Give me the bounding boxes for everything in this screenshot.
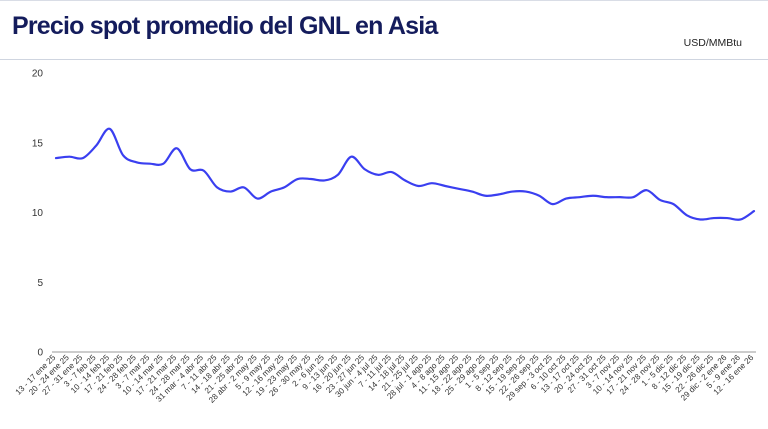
data-point (269, 190, 273, 194)
data-point (698, 217, 702, 221)
data-point (604, 195, 608, 199)
data-point (54, 156, 58, 160)
data-point (175, 146, 179, 150)
data-point (215, 185, 219, 189)
data-point (67, 155, 71, 159)
data-point (725, 216, 729, 220)
data-point (416, 184, 420, 188)
data-point (403, 178, 407, 182)
data-point (430, 181, 434, 185)
data-point (135, 160, 139, 164)
data-point (564, 197, 568, 201)
data-point (443, 184, 447, 188)
y-tick-label: 0 (37, 348, 43, 359)
data-point (658, 198, 662, 202)
data-point (229, 190, 233, 194)
data-point (94, 144, 98, 148)
data-point (671, 202, 675, 206)
series-layer (54, 127, 756, 221)
data-point (537, 194, 541, 198)
y-axis: 0 5 10 15 20 (32, 69, 44, 359)
page-title: Precio spot promedio del GNL en Asia (12, 12, 438, 40)
unit-label: USD/MMBtu (683, 37, 742, 49)
data-point (618, 195, 622, 199)
data-point (108, 127, 112, 131)
data-point (752, 209, 756, 213)
data-point (578, 195, 582, 199)
data-point (510, 190, 514, 194)
y-tick-label: 20 (32, 69, 44, 80)
series-line (54, 127, 756, 221)
data-point (148, 162, 152, 166)
data-point (712, 216, 716, 220)
data-point (349, 155, 353, 159)
data-point (390, 170, 394, 174)
top-rule (0, 0, 768, 1)
data-point (645, 188, 649, 192)
data-point (296, 177, 300, 181)
data-point (470, 190, 474, 194)
data-point (255, 197, 259, 201)
data-point (457, 187, 461, 191)
data-point (497, 192, 501, 196)
data-point (376, 173, 380, 177)
data-point (202, 169, 206, 173)
data-point (121, 153, 125, 157)
data-point (282, 185, 286, 189)
y-tick-label: 15 (32, 138, 44, 149)
data-point (363, 167, 367, 171)
data-point (322, 178, 326, 182)
data-point (484, 194, 488, 198)
data-point (188, 167, 192, 171)
y-tick-label: 10 (32, 208, 44, 219)
data-point (631, 195, 635, 199)
data-point (739, 217, 743, 221)
data-point (161, 162, 165, 166)
data-point (81, 156, 85, 160)
data-point (591, 194, 595, 198)
y-tick-label: 5 (37, 278, 43, 289)
data-point (242, 185, 246, 189)
header-divider (0, 59, 768, 60)
data-point (336, 173, 340, 177)
data-point (524, 190, 528, 194)
data-point (551, 202, 555, 206)
data-point (309, 177, 313, 181)
data-point (685, 213, 689, 217)
